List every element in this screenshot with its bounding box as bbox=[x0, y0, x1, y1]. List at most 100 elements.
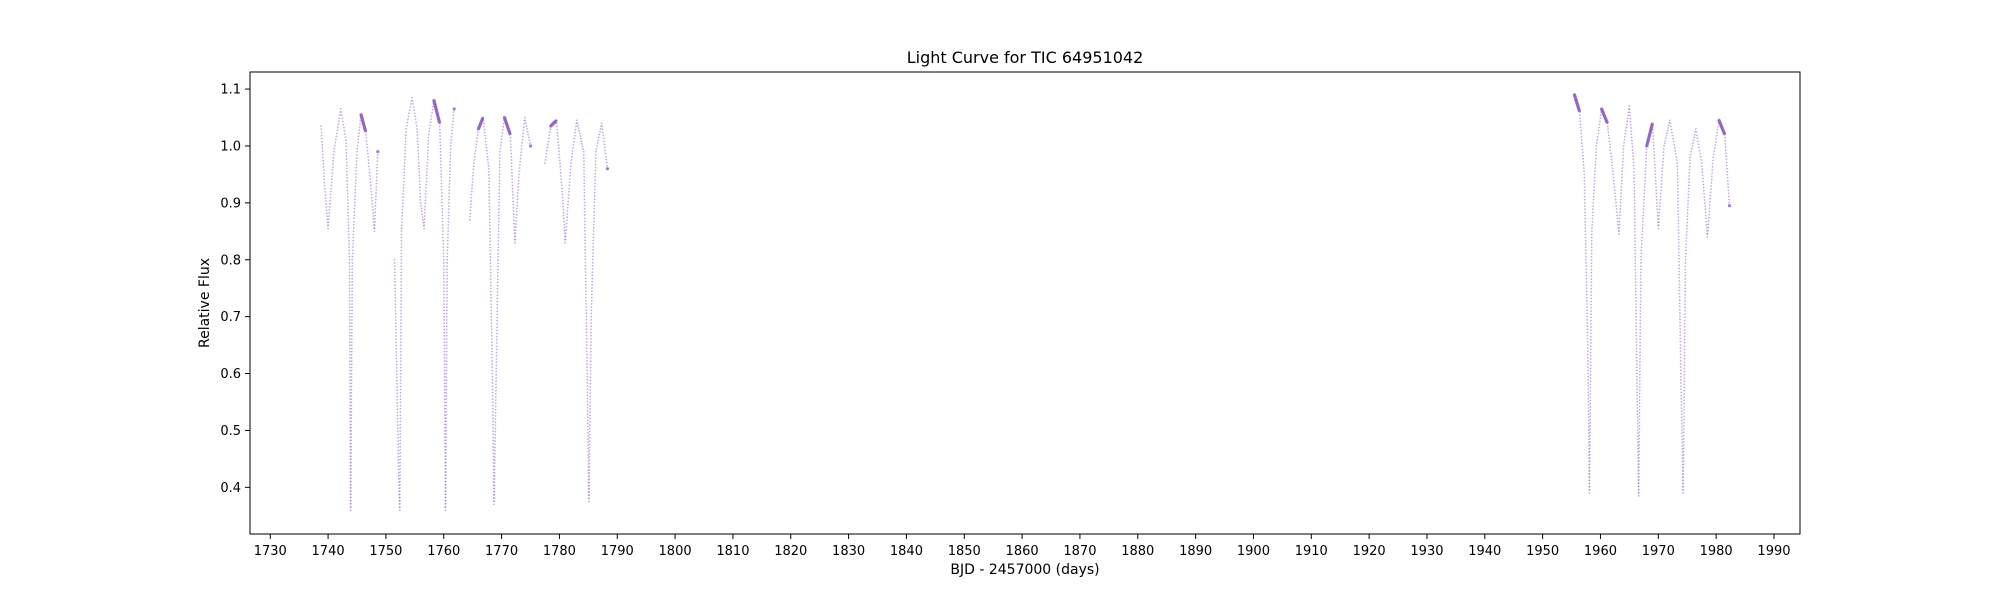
data-point bbox=[517, 185, 520, 188]
data-point bbox=[475, 146, 477, 149]
data-point bbox=[1635, 350, 1638, 353]
data-point bbox=[349, 360, 351, 363]
data-point bbox=[1590, 307, 1593, 309]
data-point bbox=[1682, 479, 1685, 482]
data-point bbox=[490, 297, 492, 299]
data-point bbox=[400, 290, 403, 293]
data-point bbox=[1585, 271, 1588, 274]
data-point bbox=[570, 156, 573, 158]
data-point bbox=[399, 385, 402, 388]
data-point bbox=[444, 471, 447, 473]
data-point bbox=[1639, 271, 1642, 274]
data-point bbox=[497, 252, 500, 255]
data-point bbox=[400, 262, 403, 264]
data-point bbox=[512, 213, 515, 215]
data-point bbox=[1637, 475, 1640, 478]
data-point bbox=[496, 300, 499, 303]
data-point bbox=[509, 140, 512, 142]
data-point bbox=[586, 366, 588, 369]
data-point bbox=[489, 256, 492, 258]
data-point bbox=[440, 163, 442, 166]
data-point bbox=[449, 160, 452, 163]
data-point bbox=[348, 255, 351, 258]
data-point bbox=[524, 122, 527, 125]
data-point bbox=[1715, 134, 1718, 137]
data-point bbox=[1678, 283, 1681, 286]
data-point bbox=[438, 128, 441, 131]
data-point bbox=[1585, 258, 1587, 261]
data-point bbox=[1633, 199, 1636, 202]
data-point bbox=[585, 353, 588, 356]
data-point bbox=[592, 236, 595, 239]
data-point bbox=[490, 325, 493, 328]
data-point bbox=[448, 189, 451, 192]
data-point bbox=[498, 173, 501, 175]
data-point bbox=[450, 132, 453, 135]
data-point bbox=[350, 455, 352, 458]
data-point bbox=[351, 309, 353, 312]
data-point bbox=[1585, 284, 1588, 286]
data-point bbox=[603, 143, 606, 146]
data-point bbox=[352, 233, 355, 236]
data-point bbox=[488, 186, 491, 189]
data-point bbox=[350, 338, 353, 340]
data-point bbox=[516, 192, 519, 194]
data-point bbox=[443, 290, 445, 293]
data-point bbox=[445, 379, 448, 382]
data-point bbox=[1707, 216, 1710, 219]
data-point bbox=[348, 328, 351, 331]
data-point bbox=[446, 262, 449, 264]
data-point bbox=[348, 252, 351, 255]
data-point bbox=[399, 401, 402, 404]
data-point bbox=[1582, 167, 1585, 170]
data-point bbox=[330, 181, 333, 184]
data-point bbox=[1684, 290, 1687, 293]
data-point bbox=[328, 209, 331, 211]
data-point bbox=[443, 306, 445, 309]
data-point bbox=[488, 174, 490, 176]
data-point bbox=[399, 471, 401, 473]
data-point bbox=[1634, 243, 1636, 246]
data-point bbox=[1680, 397, 1683, 400]
data-point bbox=[1684, 281, 1687, 284]
data-point bbox=[493, 475, 496, 477]
data-point bbox=[445, 395, 448, 397]
data-point bbox=[399, 360, 402, 363]
data-point bbox=[449, 151, 452, 154]
data-point bbox=[1645, 157, 1647, 160]
y-tick-label: 0.7 bbox=[220, 310, 241, 325]
data-point bbox=[1688, 168, 1691, 171]
data-point bbox=[585, 334, 588, 337]
data-point bbox=[1636, 419, 1639, 422]
data-point bbox=[400, 227, 403, 230]
data-point bbox=[359, 123, 361, 125]
data-point bbox=[399, 404, 402, 407]
data-point bbox=[1598, 120, 1601, 123]
data-point bbox=[446, 290, 448, 293]
data-point bbox=[1639, 303, 1642, 306]
data-point bbox=[366, 146, 369, 149]
data-point bbox=[1690, 147, 1693, 150]
data-point bbox=[1728, 198, 1730, 201]
data-point bbox=[592, 245, 595, 248]
data-point bbox=[347, 211, 350, 214]
data-point bbox=[354, 179, 357, 182]
data-point bbox=[426, 158, 429, 161]
data-point bbox=[443, 341, 446, 344]
data-point bbox=[1682, 476, 1685, 478]
data-point bbox=[402, 183, 405, 186]
data-point bbox=[488, 180, 490, 183]
data-point bbox=[1684, 274, 1687, 277]
data-point bbox=[586, 416, 589, 419]
data-point bbox=[510, 168, 513, 171]
data-point bbox=[400, 252, 403, 255]
data-point bbox=[1594, 170, 1596, 173]
data-point bbox=[589, 369, 592, 372]
data-point bbox=[1685, 234, 1688, 236]
data-point bbox=[590, 338, 592, 340]
data-point bbox=[449, 157, 452, 160]
data-point bbox=[445, 414, 448, 416]
data-point bbox=[492, 439, 495, 442]
data-point bbox=[588, 427, 591, 430]
data-point bbox=[348, 246, 351, 249]
